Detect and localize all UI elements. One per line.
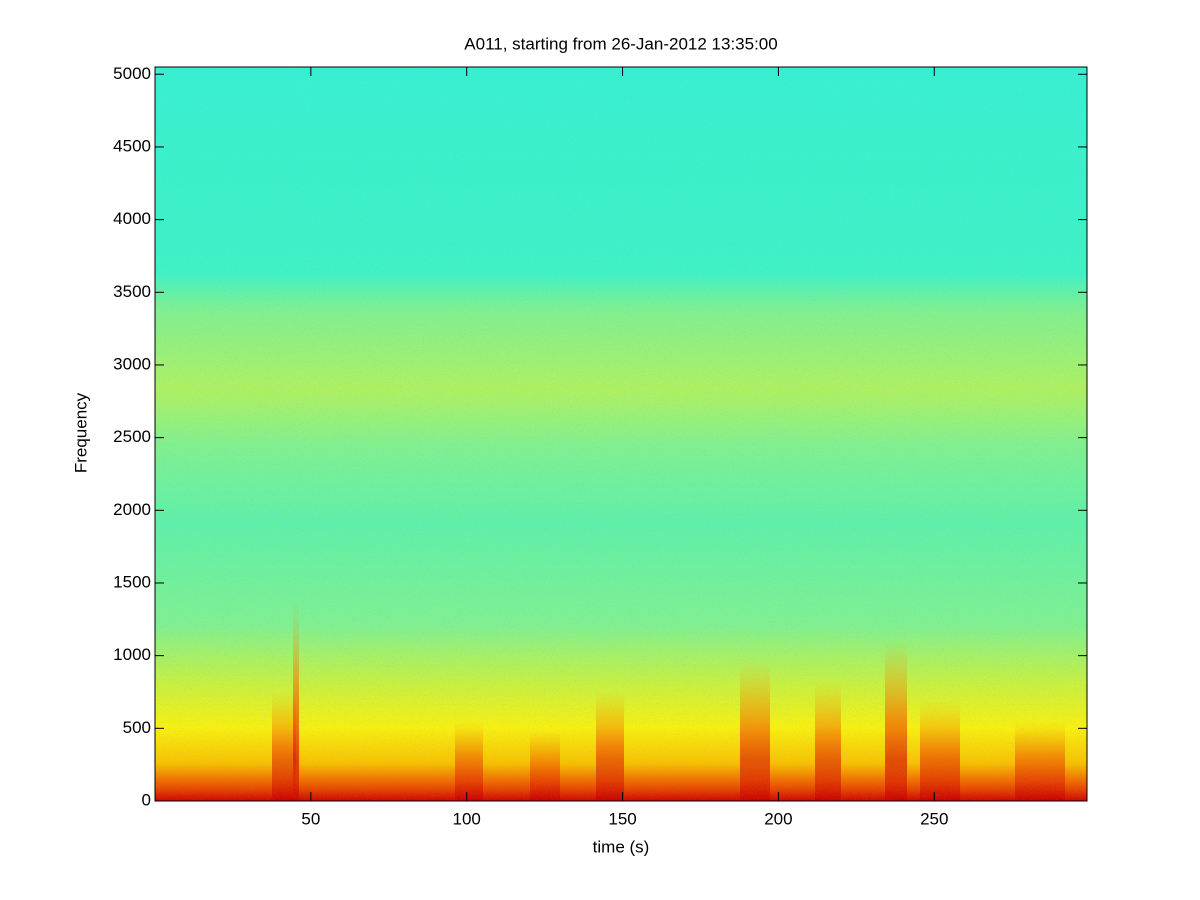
x-tick-label: 250 <box>920 809 948 828</box>
y-tick-label: 1500 <box>113 572 151 591</box>
y-tick-label: 3500 <box>113 282 151 301</box>
x-tick-label: 200 <box>764 809 792 828</box>
y-tick-label: 0 <box>142 790 151 809</box>
x-tick-label: 150 <box>608 809 636 828</box>
y-tick-label: 1000 <box>113 645 151 664</box>
y-tick-label: 2500 <box>113 427 151 446</box>
x-tick-label: 100 <box>453 809 481 828</box>
y-tick-label: 2000 <box>113 500 151 519</box>
y-tick-label: 500 <box>123 718 151 737</box>
plot-frame <box>154 66 1088 802</box>
spectrogram-image <box>155 67 1087 801</box>
y-tick-label: 4500 <box>113 136 151 155</box>
y-tick-label: 5000 <box>113 64 151 83</box>
y-axis-label: Frequency <box>71 392 90 473</box>
y-tick-label: 4000 <box>113 209 151 228</box>
chart-title: A011, starting from 26-Jan-2012 13:35:00 <box>464 34 777 53</box>
y-tick-label: 3000 <box>113 354 151 373</box>
x-axis-label: time (s) <box>593 837 650 856</box>
x-tick-label: 50 <box>301 809 320 828</box>
